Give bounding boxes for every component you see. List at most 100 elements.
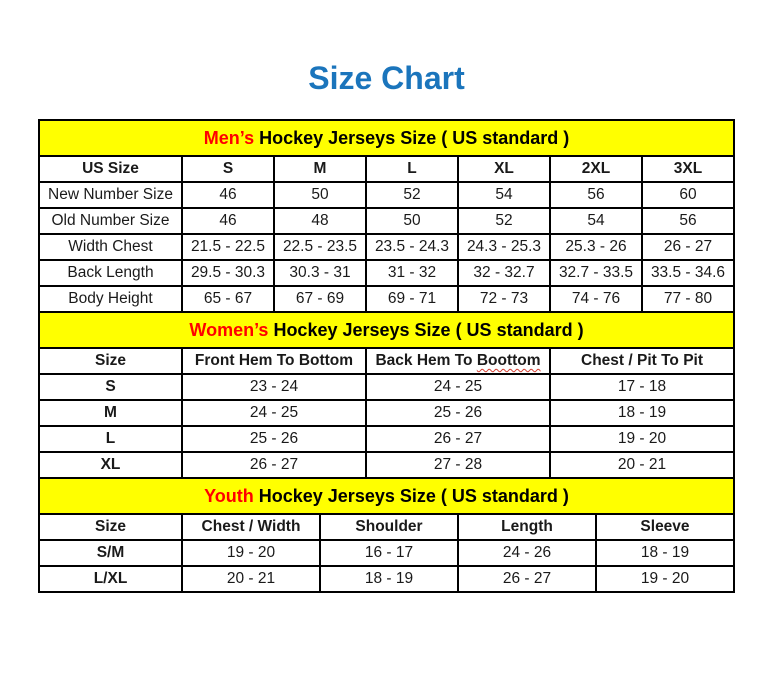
table-row: Old Number Size 46 48 50 52 54 56 — [38, 207, 735, 235]
size-value-cell: 19 - 20 — [549, 425, 735, 453]
column-header-size: Size — [38, 513, 183, 541]
size-value-cell: 69 - 71 — [365, 285, 459, 313]
column-header-length: Length — [457, 513, 597, 541]
row-label: L/XL — [38, 565, 183, 593]
size-value-cell: 32 - 32.7 — [457, 259, 551, 287]
size-value-cell: 48 — [273, 207, 367, 235]
row-label: Back Length — [38, 259, 183, 287]
table-row: L/XL 20 - 21 18 - 19 26 - 27 19 - 20 — [38, 565, 735, 593]
column-header-us-size: US Size — [38, 155, 183, 183]
size-value-cell: 54 — [549, 207, 643, 235]
table-row: L 25 - 26 26 - 27 19 - 20 — [38, 425, 735, 453]
youth-section-red-word: Youth — [204, 485, 254, 506]
table-row: S 23 - 24 24 - 25 17 - 18 — [38, 373, 735, 401]
size-value-cell: 50 — [273, 181, 367, 209]
size-value-cell: 74 - 76 — [549, 285, 643, 313]
size-value-cell: 23 - 24 — [181, 373, 367, 401]
size-value-cell: 26 - 27 — [641, 233, 735, 261]
column-header-l: L — [365, 155, 459, 183]
size-value-cell: 24 - 25 — [181, 399, 367, 427]
size-value-cell: 23.5 - 24.3 — [365, 233, 459, 261]
size-value-cell: 25 - 26 — [365, 399, 551, 427]
mens-columns-row: US Size S M L XL 2XL 3XL — [38, 155, 735, 183]
youth-size-table: Youth Hockey Jerseys Size ( US standard … — [38, 477, 735, 593]
youth-section-rest: Hockey Jerseys Size ( US standard ) — [253, 485, 569, 506]
size-value-cell: 25 - 26 — [181, 425, 367, 453]
row-label: XL — [38, 451, 183, 479]
womens-size-table: Women’s Hockey Jerseys Size ( US standar… — [38, 311, 735, 479]
size-value-cell: 26 - 27 — [181, 451, 367, 479]
size-value-cell: 16 - 17 — [319, 539, 459, 567]
womens-section-row: Women’s Hockey Jerseys Size ( US standar… — [38, 311, 735, 349]
size-value-cell: 24 - 26 — [457, 539, 597, 567]
column-header-size: Size — [38, 347, 183, 375]
size-value-cell: 20 - 21 — [549, 451, 735, 479]
size-value-cell: 31 - 32 — [365, 259, 459, 287]
size-value-cell: 46 — [181, 181, 275, 209]
table-row: Width Chest 21.5 - 22.5 22.5 - 23.5 23.5… — [38, 233, 735, 261]
womens-section-red-word: Women’s — [189, 319, 269, 340]
column-header-3xl: 3XL — [641, 155, 735, 183]
row-label: New Number Size — [38, 181, 183, 209]
row-label: S/M — [38, 539, 183, 567]
size-value-cell: 18 - 19 — [549, 399, 735, 427]
table-row: Body Height 65 - 67 67 - 69 69 - 71 72 -… — [38, 285, 735, 313]
column-header-chest-width: Chest / Width — [181, 513, 321, 541]
column-header-shoulder: Shoulder — [319, 513, 459, 541]
table-row: XL 26 - 27 27 - 28 20 - 21 — [38, 451, 735, 479]
table-row: Back Length 29.5 - 30.3 30.3 - 31 31 - 3… — [38, 259, 735, 287]
youth-section-header: Youth Hockey Jerseys Size ( US standard … — [38, 477, 735, 515]
size-value-cell: 26 - 27 — [457, 565, 597, 593]
womens-columns-row: Size Front Hem To Bottom Back Hem To Boo… — [38, 347, 735, 375]
size-value-cell: 24.3 - 25.3 — [457, 233, 551, 261]
womens-section-rest: Hockey Jerseys Size ( US standard ) — [268, 319, 584, 340]
page-title: Size Chart — [308, 60, 465, 96]
row-label: L — [38, 425, 183, 453]
size-value-cell: 30.3 - 31 — [273, 259, 367, 287]
size-value-cell: 67 - 69 — [273, 285, 367, 313]
size-value-cell: 29.5 - 30.3 — [181, 259, 275, 287]
size-value-cell: 27 - 28 — [365, 451, 551, 479]
size-value-cell: 25.3 - 26 — [549, 233, 643, 261]
column-header-m: M — [273, 155, 367, 183]
size-value-cell: 56 — [549, 181, 643, 209]
size-value-cell: 17 - 18 — [549, 373, 735, 401]
row-label: Body Height — [38, 285, 183, 313]
size-value-cell: 65 - 67 — [181, 285, 275, 313]
mens-section-red-word: Men’s — [203, 127, 255, 148]
column-header-back-hem: Back Hem To Boottom — [365, 347, 551, 375]
size-value-cell: 19 - 20 — [181, 539, 321, 567]
size-value-cell: 56 — [641, 207, 735, 235]
column-header-sleeve: Sleeve — [595, 513, 735, 541]
column-header-s: S — [181, 155, 275, 183]
back-hem-typo-word: Boottom — [476, 352, 541, 369]
size-value-cell: 33.5 - 34.6 — [641, 259, 735, 287]
column-header-front-hem: Front Hem To Bottom — [181, 347, 367, 375]
size-value-cell: 77 - 80 — [641, 285, 735, 313]
mens-size-table: Men’s Hockey Jerseys Size ( US standard … — [38, 119, 735, 313]
size-value-cell: 32.7 - 33.5 — [549, 259, 643, 287]
back-hem-prefix: Back Hem To — [375, 352, 477, 369]
size-chart-document: Size Chart Men’s Hockey Jerseys Size ( U… — [38, 0, 735, 593]
table-row: M 24 - 25 25 - 26 18 - 19 — [38, 399, 735, 427]
womens-section-header: Women’s Hockey Jerseys Size ( US standar… — [38, 311, 735, 349]
size-value-cell: 46 — [181, 207, 275, 235]
row-label: Width Chest — [38, 233, 183, 261]
size-value-cell: 19 - 20 — [595, 565, 735, 593]
size-value-cell: 18 - 19 — [319, 565, 459, 593]
size-value-cell: 21.5 - 22.5 — [181, 233, 275, 261]
youth-columns-row: Size Chest / Width Shoulder Length Sleev… — [38, 513, 735, 541]
mens-section-rest: Hockey Jerseys Size ( US standard ) — [254, 127, 570, 148]
row-label: M — [38, 399, 183, 427]
size-value-cell: 22.5 - 23.5 — [273, 233, 367, 261]
mens-section-row: Men’s Hockey Jerseys Size ( US standard … — [38, 119, 735, 157]
table-row: New Number Size 46 50 52 54 56 60 — [38, 181, 735, 209]
youth-section-row: Youth Hockey Jerseys Size ( US standard … — [38, 477, 735, 515]
row-label: Old Number Size — [38, 207, 183, 235]
size-value-cell: 24 - 25 — [365, 373, 551, 401]
size-value-cell: 18 - 19 — [595, 539, 735, 567]
size-value-cell: 26 - 27 — [365, 425, 551, 453]
column-header-chest-pit: Chest / Pit To Pit — [549, 347, 735, 375]
size-value-cell: 52 — [457, 207, 551, 235]
size-value-cell: 60 — [641, 181, 735, 209]
